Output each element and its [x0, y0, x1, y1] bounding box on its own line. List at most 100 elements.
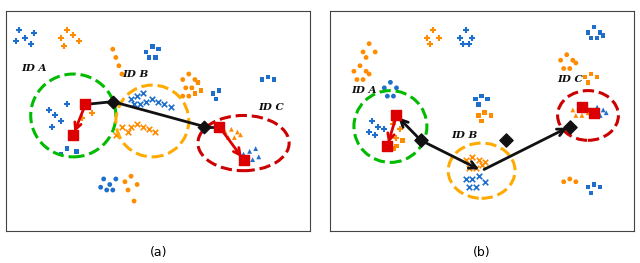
Point [479, 110, 490, 115]
Point [26, 42, 36, 46]
Point [474, 113, 484, 118]
Point [214, 124, 225, 129]
Point [184, 72, 194, 76]
Point [138, 124, 148, 129]
Point [86, 110, 97, 115]
Point [367, 119, 378, 123]
Point [559, 180, 569, 184]
Point [62, 146, 72, 151]
Point [44, 108, 54, 112]
Point [586, 191, 596, 195]
Point [434, 36, 444, 40]
Point [358, 77, 368, 82]
Point [483, 97, 493, 101]
Point [116, 124, 127, 129]
Point [568, 58, 578, 62]
Text: (b): (b) [472, 246, 490, 259]
Point [111, 55, 121, 60]
Point [111, 177, 121, 181]
Text: ID A: ID A [351, 86, 376, 95]
Point [486, 113, 496, 118]
Point [47, 124, 57, 129]
Text: ID A: ID A [22, 64, 47, 73]
Point [208, 91, 218, 95]
Point [154, 99, 164, 104]
Point [144, 127, 154, 132]
Point [105, 183, 115, 187]
Point [380, 127, 390, 132]
Point [461, 28, 472, 32]
Point [583, 31, 593, 35]
Point [77, 116, 88, 120]
Point [150, 130, 161, 134]
Point [214, 89, 225, 93]
Point [465, 185, 475, 189]
Point [580, 75, 590, 79]
Text: ID C: ID C [557, 75, 583, 84]
Text: (a): (a) [150, 246, 168, 259]
Point [187, 86, 197, 90]
Point [592, 105, 602, 109]
Point [178, 94, 188, 98]
Point [474, 158, 484, 162]
Point [470, 97, 481, 101]
Point [187, 86, 197, 90]
Text: ID B: ID B [122, 70, 148, 79]
Point [559, 66, 569, 70]
Point [108, 99, 118, 104]
Point [199, 124, 209, 129]
Point [501, 138, 511, 143]
Point [461, 158, 472, 162]
Point [269, 77, 279, 82]
Point [178, 77, 188, 82]
Point [583, 110, 593, 115]
Point [132, 183, 142, 187]
Point [364, 42, 374, 46]
Point [144, 55, 154, 60]
Point [458, 42, 468, 46]
Point [126, 97, 136, 101]
Point [239, 158, 249, 162]
Point [589, 110, 599, 115]
Point [601, 110, 611, 115]
Point [474, 174, 484, 178]
Point [474, 102, 484, 107]
Point [589, 25, 599, 29]
Text: ID B: ID B [451, 130, 477, 140]
Point [126, 124, 136, 129]
Point [180, 86, 191, 90]
Point [68, 133, 79, 137]
Point [382, 144, 392, 148]
Point [126, 174, 136, 178]
Point [467, 36, 477, 40]
Point [166, 105, 176, 109]
Point [586, 72, 596, 76]
Point [83, 102, 93, 107]
Point [586, 36, 596, 40]
Point [479, 160, 490, 165]
Point [425, 42, 435, 46]
Point [29, 31, 39, 35]
Point [248, 158, 258, 162]
Point [574, 105, 584, 109]
Point [81, 102, 91, 107]
Point [589, 183, 599, 187]
Point [479, 180, 490, 184]
Point [257, 77, 267, 82]
Point [467, 177, 477, 181]
Point [154, 47, 164, 51]
Point [373, 124, 383, 129]
Point [476, 94, 487, 98]
Point [562, 53, 572, 57]
Point [56, 119, 67, 123]
Point [392, 135, 402, 140]
Point [81, 105, 91, 109]
Point [370, 50, 380, 54]
Point [236, 133, 246, 137]
Point [239, 152, 249, 156]
Point [422, 36, 432, 40]
Point [232, 130, 243, 134]
Point [382, 94, 392, 98]
Point [262, 75, 273, 79]
Point [99, 177, 109, 181]
